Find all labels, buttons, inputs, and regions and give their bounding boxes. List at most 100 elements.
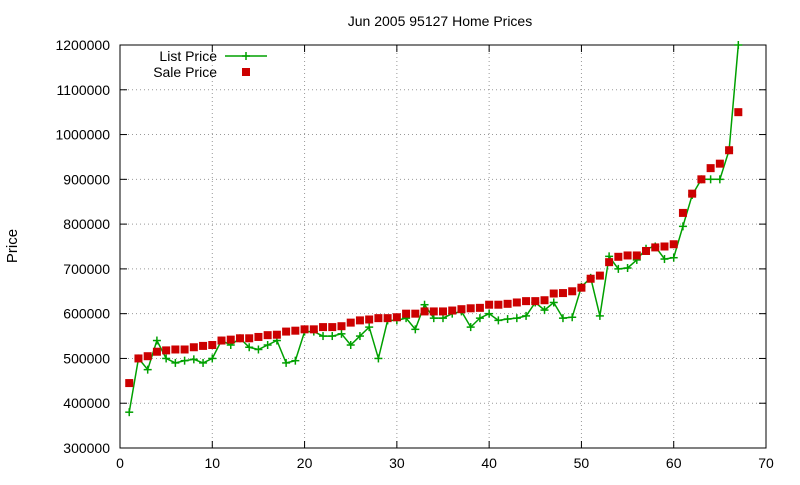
sale-price-point xyxy=(411,309,420,318)
sale-price-point xyxy=(346,318,355,327)
list-price-point xyxy=(263,341,272,350)
sale-price-point xyxy=(558,289,567,298)
sale-price-point xyxy=(152,347,161,356)
legend-square-swatch xyxy=(242,68,250,76)
x-tick-label: 20 xyxy=(297,455,313,471)
list-price-point xyxy=(623,263,632,272)
list-price-point xyxy=(595,311,604,320)
list-price-point xyxy=(614,264,623,273)
sale-price-point xyxy=(475,303,484,312)
data-series xyxy=(125,41,743,417)
list-price-point xyxy=(328,332,337,341)
chart-title: Jun 2005 95127 Home Prices xyxy=(348,13,532,29)
sale-price-point xyxy=(171,345,180,354)
sale-price-point xyxy=(623,251,632,260)
sale-price-point xyxy=(180,345,189,354)
sale-price-point xyxy=(577,283,586,292)
list-price-point xyxy=(466,323,475,332)
y-axis-label: Price xyxy=(4,229,21,263)
list-price-point xyxy=(429,314,438,323)
sale-price-point xyxy=(263,331,272,340)
sale-price-point xyxy=(309,325,318,334)
list-price-point xyxy=(512,314,521,323)
legend-cross-swatch xyxy=(242,52,250,60)
list-price-point xyxy=(199,358,208,367)
sale-price-point xyxy=(614,252,623,261)
sale-price-point xyxy=(134,354,143,363)
list-price-point xyxy=(337,329,346,338)
list-price-point xyxy=(189,355,198,364)
plot-border xyxy=(119,44,767,449)
y-tick-label: 700000 xyxy=(63,261,110,277)
sale-price-point xyxy=(448,306,457,315)
sale-price-point xyxy=(512,298,521,307)
sale-price-point xyxy=(199,341,208,350)
list-price-point xyxy=(355,332,364,341)
x-tick-label: 40 xyxy=(481,455,497,471)
sale-price-point xyxy=(245,334,254,343)
list-price-point xyxy=(162,354,171,363)
list-price-point xyxy=(282,358,291,367)
sale-price-point xyxy=(531,297,540,306)
series-list-price xyxy=(125,41,743,417)
sale-price-point xyxy=(697,175,706,184)
sale-price-point xyxy=(651,243,660,252)
list-price-point xyxy=(208,354,217,363)
list-price-point xyxy=(660,255,669,264)
list-price-point xyxy=(549,298,558,307)
list-price-point xyxy=(439,314,447,323)
x-tick-label: 0 xyxy=(116,455,124,471)
y-tick-label: 600000 xyxy=(63,306,110,322)
sale-price-point xyxy=(549,289,558,298)
list-price-point xyxy=(291,356,300,365)
sale-price-point xyxy=(429,307,438,316)
y-tick-label: 1200000 xyxy=(55,37,110,53)
list-price-point xyxy=(734,41,743,49)
sale-price-point xyxy=(494,300,503,309)
y-tick-label: 1000000 xyxy=(55,127,110,143)
list-price-point xyxy=(374,354,383,363)
y-tick-label: 300000 xyxy=(63,440,110,456)
list-price-point xyxy=(558,314,567,323)
sale-price-point xyxy=(439,307,447,316)
list-price-point xyxy=(669,253,678,262)
legend-label: List Price xyxy=(159,48,217,64)
list-price-point xyxy=(125,408,134,417)
sale-price-point xyxy=(291,326,300,335)
sale-price-point xyxy=(319,323,328,332)
sale-price-point xyxy=(642,246,651,255)
list-price-point xyxy=(365,323,374,332)
sale-price-point xyxy=(632,251,641,260)
sale-price-point xyxy=(272,330,281,339)
sale-price-point xyxy=(208,341,217,350)
sale-price-point xyxy=(217,336,226,345)
list-price-point xyxy=(540,306,549,315)
sale-price-point xyxy=(660,242,669,251)
sale-price-point xyxy=(392,313,401,322)
sale-price-point xyxy=(328,323,337,332)
sale-price-point xyxy=(355,316,364,325)
list-price-point xyxy=(494,316,503,325)
sale-price-point xyxy=(365,315,374,324)
sale-price-point xyxy=(402,309,411,318)
sale-price-point xyxy=(678,208,687,217)
list-price-point xyxy=(180,356,189,365)
x-tick-label: 60 xyxy=(666,455,682,471)
list-price-point xyxy=(420,300,429,309)
list-price-point xyxy=(319,332,328,341)
list-price-point xyxy=(143,365,152,374)
sale-price-point xyxy=(162,346,171,355)
y-tick-label: 1100000 xyxy=(57,82,111,98)
sale-price-point xyxy=(586,274,595,283)
sale-price-point xyxy=(282,327,291,336)
sale-price-point xyxy=(503,299,512,308)
sale-price-point xyxy=(568,287,577,296)
sale-price-point xyxy=(466,304,475,313)
sale-price-point xyxy=(235,334,244,343)
sale-price-point xyxy=(688,189,697,198)
list-price-point xyxy=(346,341,355,350)
sale-price-point xyxy=(485,300,494,309)
